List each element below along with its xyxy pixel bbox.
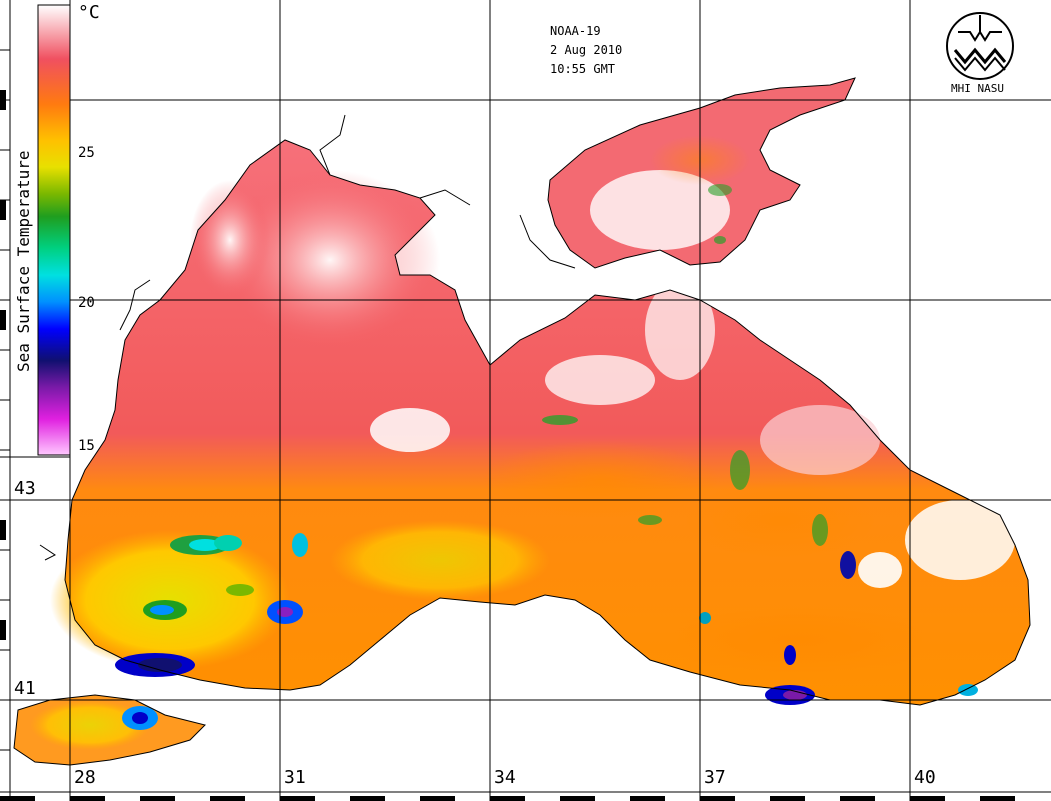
left-scale — [0, 0, 11, 801]
legend-tick-25: 25 — [78, 145, 95, 161]
lon-label-28: 28 — [74, 767, 96, 788]
lat-label-41: 41 — [14, 678, 36, 699]
lon-label-34: 34 — [494, 767, 516, 788]
legend-colorbar — [37, 4, 71, 456]
lon-label-40: 40 — [914, 767, 936, 788]
time-label: 10:55 GMT — [550, 62, 616, 76]
marmara-coastline — [13, 694, 206, 766]
legend-tick-20: 20 — [78, 295, 95, 311]
mhi-logo-icon — [946, 12, 1014, 80]
lat-label-43: 43 — [14, 478, 36, 499]
date-label: 2 Aug 2010 — [550, 43, 623, 57]
coastline — [64, 139, 1031, 706]
legend-title: Sea Surface Temperature — [14, 150, 33, 372]
legend-unit: °C — [78, 2, 100, 23]
lon-label-37: 37 — [704, 767, 726, 788]
legend-tick-15: 15 — [78, 438, 95, 454]
azov-coastline — [547, 77, 856, 269]
logo-text: MHI NASU — [951, 82, 1004, 95]
satellite-label: NOAA-19 — [550, 24, 601, 38]
lon-label-31: 31 — [284, 767, 306, 788]
